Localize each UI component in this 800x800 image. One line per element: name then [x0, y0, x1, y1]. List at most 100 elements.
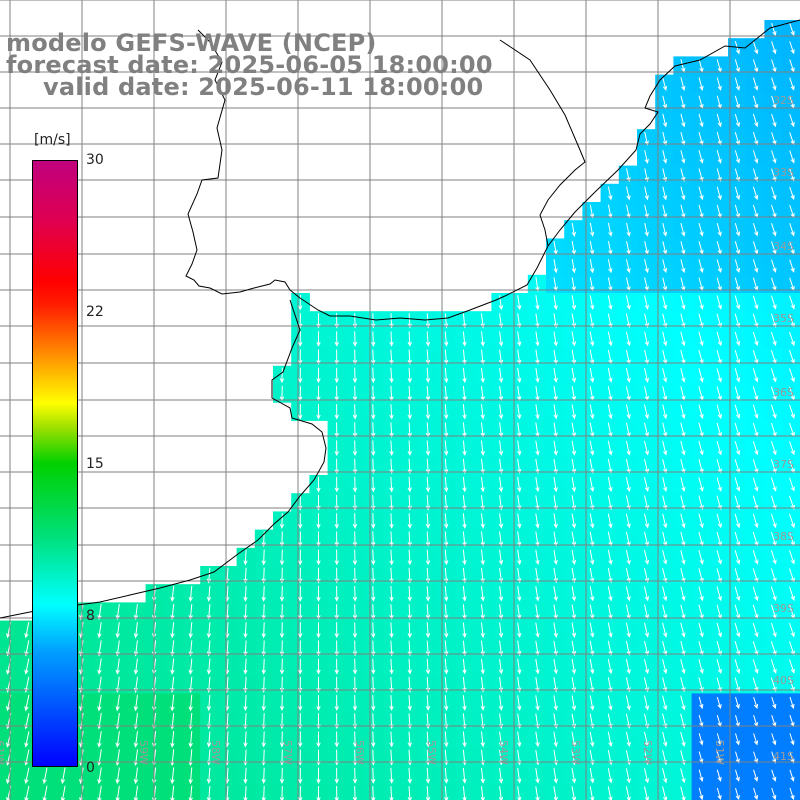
wind-arrow	[535, 276, 540, 292]
wind-arrow	[680, 640, 686, 656]
wind-arrow	[735, 733, 740, 746]
wind-arrow	[770, 368, 777, 383]
wind-arrow	[371, 495, 376, 511]
wind-arrow	[680, 186, 686, 201]
wind-arrow	[716, 495, 722, 511]
wind-arrow	[133, 785, 139, 800]
longitude-label: 59W	[137, 740, 150, 765]
wind-arrow	[571, 513, 577, 529]
wind-cell	[728, 784, 747, 800]
wind-arrow	[698, 150, 704, 164]
wind-arrow	[444, 404, 449, 420]
wind-arrow	[734, 404, 741, 419]
wind-arrow	[517, 786, 522, 800]
wind-arrow	[662, 568, 668, 584]
wind-arrow	[444, 567, 449, 584]
wind-arrow	[625, 477, 631, 493]
wind-arrow	[662, 659, 668, 675]
wind-arrow	[771, 733, 777, 746]
wind-arrow	[789, 295, 795, 310]
wind-arrow	[535, 658, 540, 675]
wind-arrow	[607, 477, 613, 493]
wind-arrow	[752, 677, 759, 693]
wind-arrow	[298, 767, 303, 784]
wind-arrow	[60, 767, 66, 785]
wind-arrow	[716, 696, 722, 710]
wind-arrow	[298, 604, 303, 621]
wind-arrow	[716, 513, 722, 529]
wind-arrow	[789, 477, 795, 492]
wind-arrow	[607, 568, 613, 584]
wind-arrow	[553, 731, 558, 748]
wind-arrow	[352, 313, 358, 329]
wind-arrow	[680, 495, 686, 511]
wind-arrow	[698, 186, 704, 201]
wind-arrow	[589, 495, 595, 511]
wind-arrow	[771, 186, 777, 201]
wind-arrow	[662, 586, 668, 602]
wind-arrow	[716, 550, 722, 565]
wind-arrow	[444, 495, 449, 511]
wind-arrow	[444, 586, 449, 602]
wind-arrow	[734, 150, 741, 164]
wind-arrow	[553, 458, 558, 475]
wind-arrow	[316, 549, 321, 566]
wind-cell	[637, 784, 656, 800]
wind-arrow	[644, 367, 649, 383]
coastline	[0, 19, 800, 619]
wind-arrow	[371, 440, 376, 457]
colorbar-scale	[32, 160, 78, 767]
wind-arrow	[625, 331, 631, 347]
wind-arrow	[625, 786, 631, 800]
wind-arrow	[206, 731, 212, 748]
colorbar-tick-15: 15	[86, 456, 104, 472]
wind-arrow	[716, 568, 722, 583]
wind-arrow	[498, 786, 504, 800]
wind-arrow	[716, 368, 722, 383]
wind-arrow	[97, 767, 102, 785]
wind-arrow	[334, 785, 339, 800]
wind-arrow	[316, 531, 321, 548]
wind-arrow	[115, 658, 120, 675]
wind-arrow	[535, 313, 540, 329]
wind-arrow	[371, 349, 376, 366]
wind-arrow	[516, 367, 522, 384]
wind-arrow	[607, 440, 613, 456]
wind-cell	[618, 784, 638, 800]
wind-arrow	[371, 531, 376, 548]
wind-arrow	[206, 585, 212, 602]
wind-arrow	[571, 295, 577, 311]
wind-arrow	[334, 731, 339, 748]
wind-arrow	[389, 604, 394, 620]
wind-arrow	[133, 731, 139, 748]
wind-arrow	[589, 549, 595, 566]
wind-arrow	[334, 604, 339, 620]
wind-arrow	[316, 640, 321, 657]
wind-arrow	[644, 531, 650, 547]
wind-arrow	[680, 259, 686, 274]
wind-arrow	[352, 458, 358, 475]
wind-arrow	[752, 586, 759, 602]
wind-arrow	[498, 695, 504, 711]
wind-arrow	[371, 458, 376, 475]
wind-arrow	[553, 349, 558, 365]
wind-arrow	[680, 549, 686, 565]
model-title: modelo GEFS-WAVE (NCEP)	[6, 29, 377, 57]
wind-arrow	[789, 586, 795, 601]
wind-arrow	[425, 531, 431, 548]
wind-arrow	[644, 440, 650, 456]
wind-arrow	[789, 186, 795, 200]
latitude-label: 35S	[773, 312, 794, 325]
wind-arrow	[425, 695, 431, 711]
wind-arrow	[444, 440, 449, 456]
wind-arrow	[334, 767, 339, 784]
longitude-label: 56W	[353, 740, 366, 765]
wind-arrow	[644, 331, 649, 347]
wind-arrow	[352, 549, 358, 566]
wind-arrow	[662, 404, 668, 420]
wind-arrow	[389, 658, 394, 675]
wind-arrow	[589, 331, 595, 347]
wind-arrow	[298, 731, 303, 748]
wind-arrow	[24, 694, 30, 712]
